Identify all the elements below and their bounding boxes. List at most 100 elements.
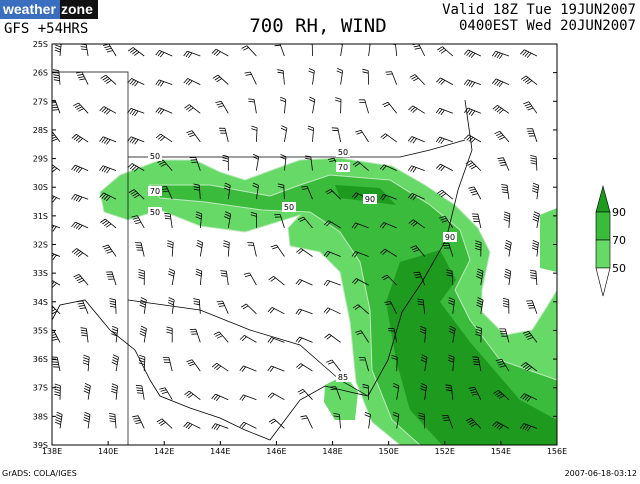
wind-barb [295, 308, 313, 316]
wind-barb [155, 50, 173, 58]
wind-barb [183, 50, 201, 59]
wind-barb [52, 356, 61, 372]
wind-barb [111, 325, 119, 343]
wind-barb [436, 189, 454, 200]
wind-barb [408, 219, 425, 229]
legend-swatch [595, 267, 611, 297]
lat-label: 32S [33, 241, 48, 250]
wind-barb [407, 165, 425, 173]
wind-barb [274, 44, 285, 57]
wind-barb [352, 304, 369, 315]
wind-barb [83, 383, 91, 400]
wind-barb [295, 336, 313, 343]
wind-barb [251, 125, 258, 142]
wind-barb [335, 97, 342, 114]
wind-barb [224, 211, 232, 228]
wind-barb [99, 192, 117, 202]
wind-barb [333, 413, 341, 429]
wind-barb [435, 136, 453, 144]
map: 25S 26S 27S 28S 29S 30S 31S 32S 33S 34S 35S 36S 37S 3… [33, 40, 567, 456]
wind-barb [351, 251, 369, 258]
wind-barb [52, 69, 61, 85]
wind-barb [100, 218, 117, 229]
wind-barb [297, 389, 313, 400]
wind-barb [385, 71, 398, 85]
wind-barb [501, 184, 510, 200]
wind-barb [520, 393, 538, 402]
contour-label-bg [336, 147, 350, 157]
legend-label: 70 [612, 234, 626, 247]
wind-barb [531, 240, 539, 257]
lon-label: 146E [266, 447, 286, 456]
wind-barb [329, 386, 341, 400]
wind-barb [223, 182, 231, 200]
wind-barb [108, 413, 117, 429]
wind-barb [379, 222, 397, 229]
lon-label: 152E [435, 447, 455, 456]
wind-barb [352, 161, 369, 171]
wind-barb [102, 244, 117, 257]
wind-barb [441, 414, 454, 429]
wind-barb [463, 79, 481, 88]
wind-barb [155, 79, 173, 87]
wind-barb [499, 328, 510, 343]
wind-barb [127, 78, 145, 87]
wind-barb [448, 297, 455, 314]
wind-barb [268, 275, 285, 286]
wind-barb [277, 69, 285, 85]
wind-barb [157, 159, 173, 171]
contour-label-bg [363, 194, 377, 204]
wind-barb [391, 354, 398, 372]
wind-barb [465, 160, 482, 171]
wind-barb [380, 248, 397, 257]
contour-label: 50 [150, 208, 160, 217]
legend-label: 90 [612, 206, 626, 219]
contour-label: 70 [338, 163, 348, 172]
wind-barb [160, 186, 173, 200]
wind-barb [132, 415, 145, 429]
wind-barb [73, 274, 89, 286]
legend-swatch [595, 239, 611, 269]
wind-barb [131, 215, 145, 229]
wind-barb [76, 300, 89, 314]
wind-barb [362, 68, 369, 85]
wind-barb [109, 298, 117, 314]
wind-barbs [52, 44, 540, 432]
wind-barb [71, 194, 89, 203]
wind-barb [52, 279, 61, 288]
wind-barb [168, 268, 175, 286]
lat-label: 30S [33, 183, 48, 192]
wind-barb [222, 154, 229, 171]
wind-barb [520, 75, 538, 85]
wind-barb [351, 222, 369, 229]
lat-label: 29S [33, 155, 48, 164]
wind-barb [52, 164, 61, 173]
wind-barb [439, 215, 454, 229]
lat-label: 27S [33, 97, 48, 106]
wind-barb [379, 164, 397, 171]
valid-time: Valid 18Z Tue 19JUN2007 [442, 2, 636, 18]
wind-barb [471, 213, 482, 228]
wind-barb [475, 240, 482, 257]
wind-barb [155, 107, 173, 115]
wind-barb [211, 362, 229, 372]
wind-barb [164, 212, 173, 228]
wind-barb [323, 250, 341, 258]
wind-barb [248, 98, 257, 114]
wind-barb [267, 392, 285, 401]
wind-barb [502, 297, 510, 314]
wind-barb [138, 354, 146, 372]
wind-barb [526, 300, 538, 314]
wind-barb [492, 421, 510, 430]
contour-labels: 50 70 50 50 50 70 90 90 85 [148, 147, 457, 382]
contour-label-bg [443, 232, 457, 242]
wind-barb [102, 44, 117, 57]
wind-barb [408, 105, 425, 114]
wind-barb [436, 163, 453, 172]
wind-barb [218, 127, 229, 142]
wind-barb [166, 326, 173, 343]
wind-barb [186, 130, 201, 143]
wind-barb [530, 155, 538, 171]
wind-barb [80, 327, 89, 343]
lat-label: 28S [33, 126, 48, 135]
